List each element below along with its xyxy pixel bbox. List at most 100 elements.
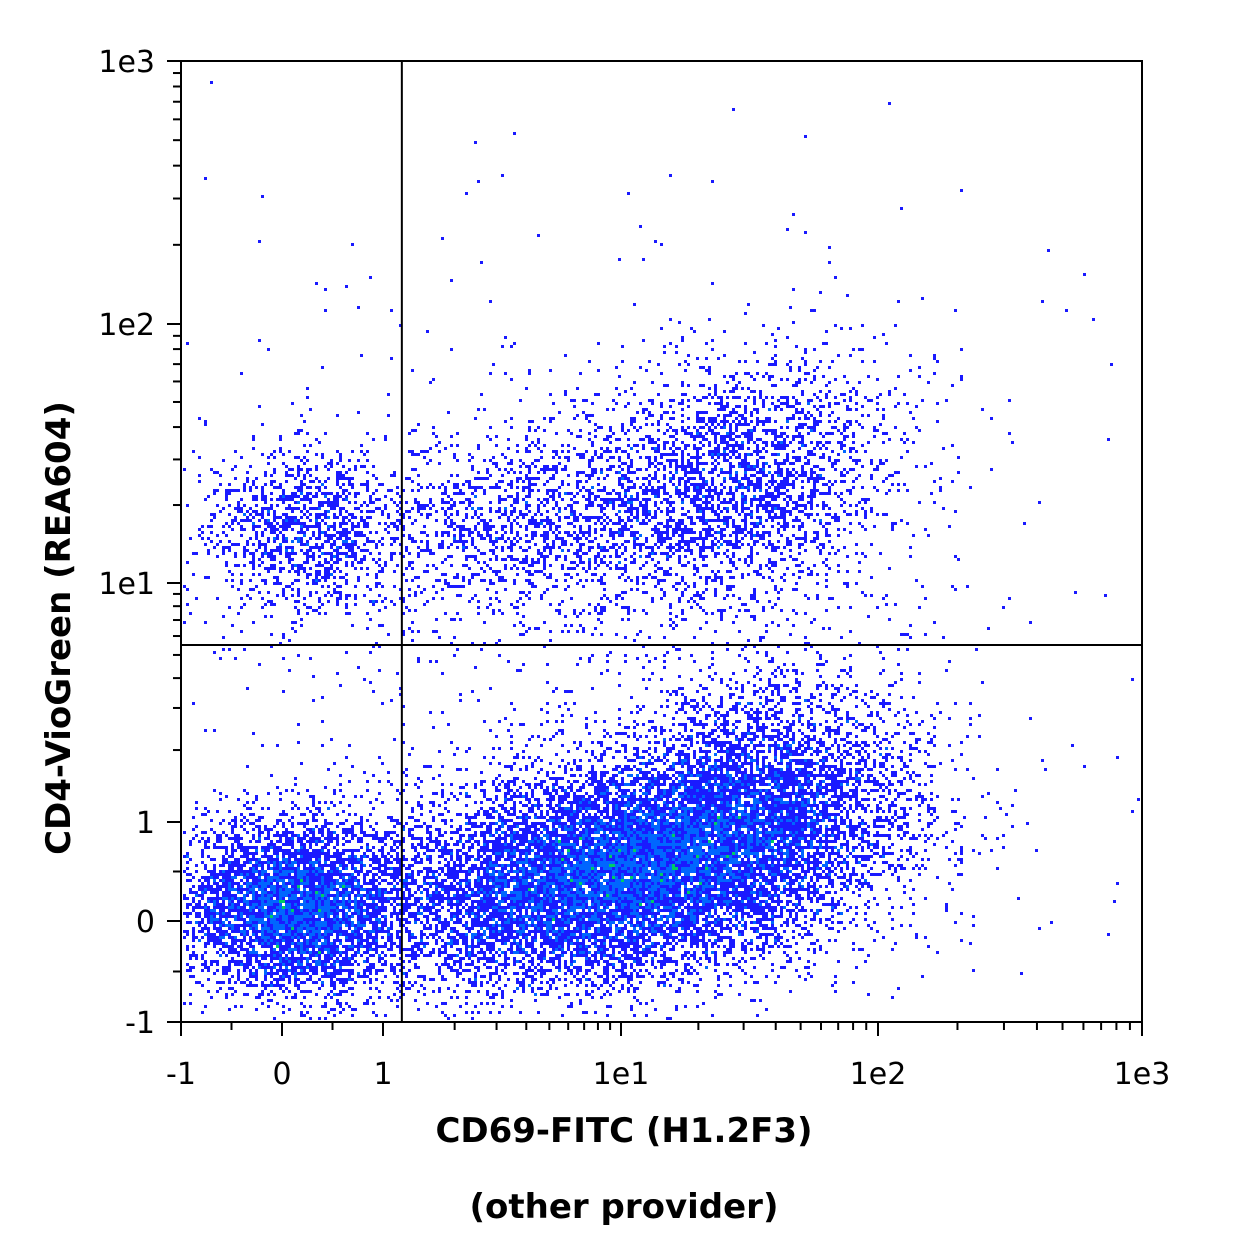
event-dot xyxy=(564,879,567,882)
event-dot xyxy=(543,849,546,852)
event-dot xyxy=(342,933,345,936)
event-dot xyxy=(786,765,789,768)
event-dot xyxy=(738,837,741,840)
event-dot xyxy=(567,900,570,903)
event-dot xyxy=(327,912,330,915)
event-dot xyxy=(684,882,687,885)
event-dot xyxy=(705,870,708,873)
event-dot xyxy=(297,927,300,930)
event-dot xyxy=(996,801,999,804)
event-dot xyxy=(768,843,771,846)
event-dot xyxy=(264,933,267,936)
event-dot xyxy=(480,801,483,804)
event-dot xyxy=(675,789,678,792)
event-dot xyxy=(246,885,249,888)
event-dot xyxy=(276,981,279,984)
event-dot xyxy=(660,945,663,948)
event-dot xyxy=(276,903,279,906)
event-dot xyxy=(597,927,600,930)
event-dot xyxy=(342,957,345,960)
event-dot xyxy=(333,918,336,921)
event-dot xyxy=(567,882,570,885)
event-dot xyxy=(489,729,492,732)
event-dot xyxy=(282,855,285,858)
event-dot xyxy=(762,837,765,840)
event-dot xyxy=(327,945,330,948)
event-dot xyxy=(309,921,312,924)
event-dot xyxy=(705,867,708,870)
event-dot xyxy=(315,819,318,822)
event-dot xyxy=(279,927,282,930)
event-dot xyxy=(384,915,387,918)
event-dot xyxy=(252,924,255,927)
event-dot xyxy=(834,825,837,828)
event-dot xyxy=(312,855,315,858)
event-dot xyxy=(594,903,597,906)
event-dot xyxy=(690,768,693,771)
event-dot xyxy=(720,879,723,882)
event-dot xyxy=(315,936,318,939)
event-dot xyxy=(339,900,342,903)
event-dot xyxy=(384,945,387,948)
event-dot xyxy=(321,975,324,978)
event-dot xyxy=(231,843,234,846)
event-dot xyxy=(243,888,246,891)
event-dot xyxy=(372,939,375,942)
event-dot xyxy=(771,924,774,927)
event-dot xyxy=(750,795,753,798)
event-dot xyxy=(882,849,885,852)
event-dot xyxy=(312,867,315,870)
event-dot xyxy=(363,945,366,948)
event-dot xyxy=(348,858,351,861)
event-dot xyxy=(396,870,399,873)
event-dot xyxy=(300,951,303,954)
event-dot xyxy=(306,840,309,843)
event-dot xyxy=(210,915,213,918)
event-dot xyxy=(276,927,279,930)
event-dot xyxy=(492,918,495,921)
event-dot xyxy=(681,927,684,930)
event-dot xyxy=(528,810,531,813)
event-dot xyxy=(333,969,336,972)
event-dot xyxy=(258,903,261,906)
event-dot xyxy=(207,888,210,891)
event-dot xyxy=(231,846,234,849)
event-dot xyxy=(282,849,285,852)
event-dot xyxy=(207,933,210,936)
event-dot xyxy=(696,885,699,888)
event-dot xyxy=(333,939,336,942)
event-dot xyxy=(267,954,270,957)
event-dot xyxy=(864,765,867,768)
event-dot xyxy=(366,930,369,933)
event-dot xyxy=(843,834,846,837)
event-dot xyxy=(216,927,219,930)
event-dot xyxy=(702,831,705,834)
event-dot xyxy=(465,873,468,876)
event-dot xyxy=(354,912,357,915)
event-dot xyxy=(627,825,630,828)
event-dot xyxy=(396,975,399,978)
event-dot xyxy=(720,921,723,924)
event-dot xyxy=(372,903,375,906)
event-dot xyxy=(468,846,471,849)
event-dot xyxy=(360,924,363,927)
event-dot xyxy=(414,915,417,918)
event-dot xyxy=(333,906,336,909)
event-dot xyxy=(228,810,231,813)
event-dot xyxy=(318,927,321,930)
event-dot xyxy=(369,825,372,828)
event-dot xyxy=(222,864,225,867)
event-dot xyxy=(279,915,282,918)
event-dot xyxy=(666,906,669,909)
event-dot xyxy=(531,906,534,909)
event-dot xyxy=(768,807,771,810)
event-dot xyxy=(564,912,567,915)
event-dot xyxy=(573,927,576,930)
event-dot xyxy=(645,1014,648,1017)
event-dot xyxy=(303,912,306,915)
event-dot xyxy=(201,852,204,855)
event-dot xyxy=(303,906,306,909)
event-dot xyxy=(297,834,300,837)
event-dot xyxy=(786,903,789,906)
event-dot xyxy=(480,888,483,891)
